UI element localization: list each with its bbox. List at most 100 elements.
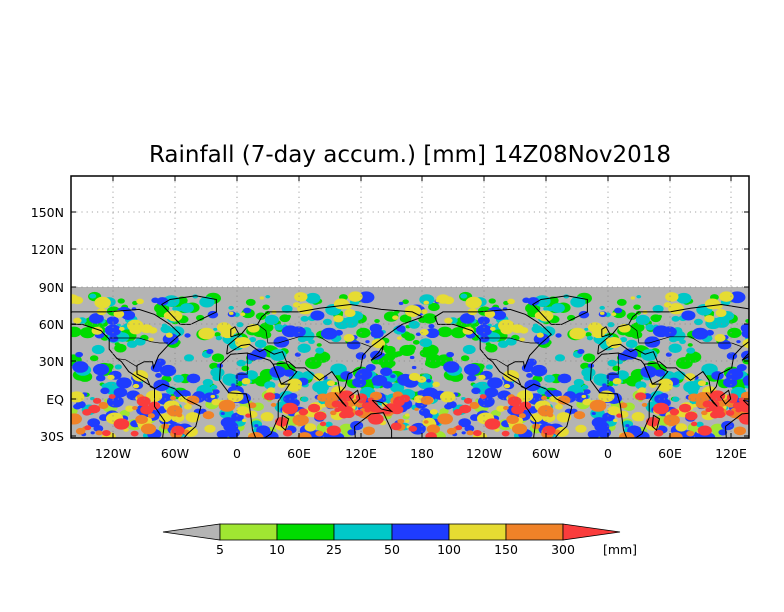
rain-cell	[419, 329, 429, 336]
rain-cell	[750, 397, 757, 402]
rain-cell	[463, 363, 481, 376]
coastline	[651, 414, 661, 432]
rain-cell	[263, 392, 276, 401]
rain-cell	[635, 381, 647, 390]
rain-cell	[505, 337, 517, 346]
rain-cell	[444, 317, 453, 324]
rain-cell	[399, 314, 412, 323]
rain-cell	[364, 407, 371, 413]
rain-cell	[446, 351, 454, 358]
rain-cell	[100, 387, 110, 395]
rain-cell	[417, 390, 427, 397]
rain-cell	[256, 348, 264, 354]
rain-cell	[330, 410, 337, 416]
rain-cell	[326, 380, 335, 387]
rain-cell	[150, 363, 163, 373]
rain-cell	[551, 303, 565, 313]
rain-cell	[501, 430, 510, 437]
rain-cell	[172, 306, 178, 311]
rain-cell	[88, 313, 104, 324]
coastline	[434, 308, 553, 390]
rain-cell	[127, 319, 144, 332]
lon-label-180: 180	[410, 446, 434, 461]
graticule	[71, 176, 749, 438]
coastline	[597, 303, 749, 394]
rain-cell	[354, 409, 364, 416]
rain-cell	[625, 424, 630, 428]
rain-cell	[478, 374, 486, 380]
rain-cell	[310, 310, 325, 321]
rain-cell	[645, 324, 655, 331]
rain-cell	[300, 315, 309, 322]
rain-cell	[607, 359, 617, 367]
rain-cell	[507, 298, 515, 305]
rain-cell	[496, 405, 506, 412]
rain-cell	[732, 402, 743, 410]
rain-cell	[409, 355, 415, 360]
rain-cell	[114, 343, 127, 353]
rain-cell	[243, 307, 252, 314]
rain-cell	[147, 413, 155, 419]
rain-cell	[218, 399, 236, 412]
rain-cell	[108, 394, 116, 399]
map-panel	[70, 175, 762, 439]
rain-cell	[119, 410, 130, 418]
rain-cell	[671, 315, 680, 322]
rain-cell	[211, 398, 221, 406]
colorbar-label-25: 25	[326, 542, 342, 557]
rain-cell	[396, 336, 402, 340]
colorbar: 5 10 25 50 100 150 300 [mm]	[162, 523, 637, 557]
lon-label-60e-2: 60E	[658, 446, 682, 461]
rain-cell	[418, 408, 431, 417]
rain-cell	[184, 403, 192, 410]
rain-cell	[390, 382, 405, 393]
rain-cell	[460, 293, 468, 299]
rain-cell	[532, 323, 539, 328]
rain-cell	[347, 429, 357, 436]
rain-cell	[89, 355, 99, 362]
rain-cell	[176, 413, 183, 418]
rain-cell	[292, 302, 301, 308]
lat-label-30n: 30N	[39, 354, 64, 369]
rain-cell	[134, 337, 146, 346]
rain-cell	[163, 295, 180, 307]
rain-cell	[408, 320, 420, 329]
rain-cell	[490, 326, 496, 331]
rain-cell	[213, 327, 218, 331]
rain-cell	[671, 396, 680, 402]
colorbar-label-300: 300	[551, 542, 575, 557]
colorbar-bin-50-100	[391, 523, 450, 541]
coastline	[272, 362, 298, 385]
rain-cell	[156, 297, 169, 306]
lon-label-0: 0	[233, 446, 241, 461]
lat-label-120n: 120N	[31, 242, 64, 257]
rain-cell	[425, 432, 437, 438]
rain-cell	[532, 423, 541, 430]
rain-cell	[739, 413, 749, 425]
rain-cell	[344, 309, 356, 317]
rain-cell	[569, 327, 586, 340]
lat-label-60n: 60N	[39, 317, 64, 332]
rain-cell	[314, 411, 327, 421]
rain-cell	[484, 418, 501, 430]
rain-cell	[365, 364, 376, 372]
rain-cell	[718, 429, 728, 436]
rain-cell	[90, 431, 95, 435]
rain-cell	[754, 413, 762, 419]
rain-cell	[541, 395, 548, 401]
rain-cell	[382, 381, 393, 389]
rain-cell	[419, 338, 433, 348]
rain-cell	[616, 413, 623, 418]
rain-cell	[626, 312, 638, 320]
rain-cell	[575, 424, 587, 433]
rain-cell	[260, 330, 272, 339]
rain-cell	[254, 424, 259, 428]
rain-cell	[690, 421, 698, 427]
rain-cell	[685, 411, 698, 421]
colorbar-high-arrow	[562, 523, 621, 541]
coastline	[219, 352, 291, 438]
rain-cell	[255, 312, 267, 320]
rain-cell	[704, 315, 715, 323]
rain-cell	[613, 418, 618, 423]
rain-cell	[292, 414, 309, 426]
